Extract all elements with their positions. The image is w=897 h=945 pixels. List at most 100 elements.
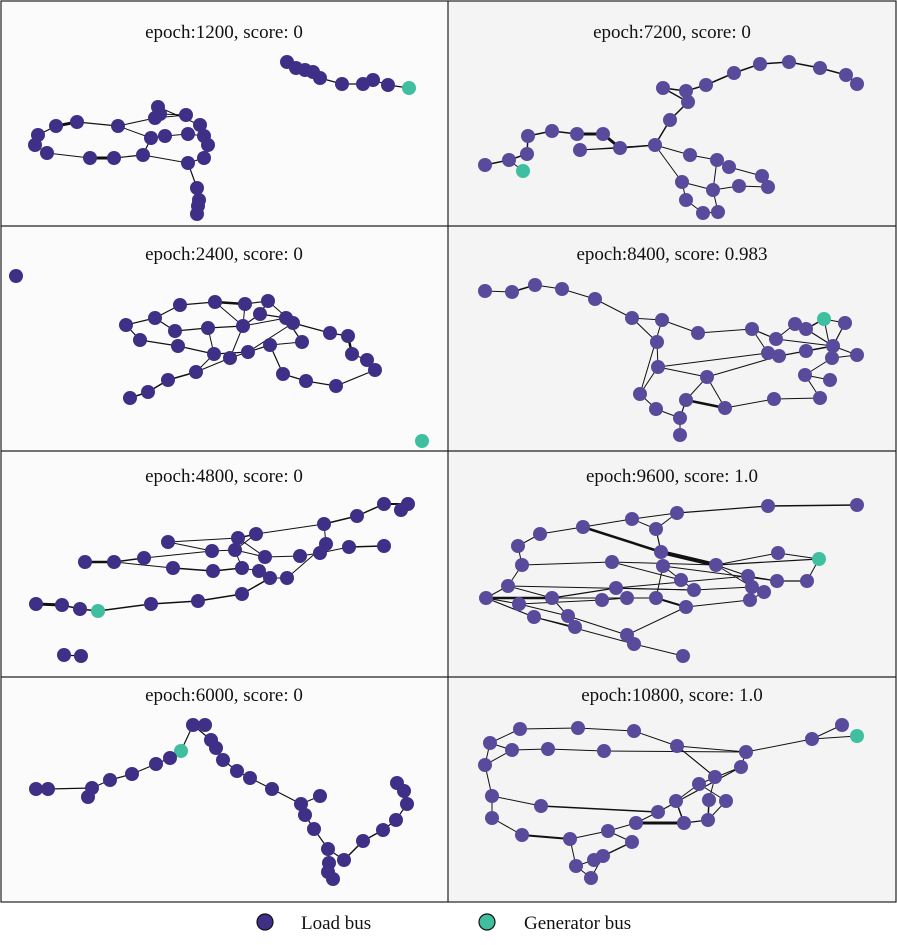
load-bus-node [243, 771, 257, 785]
graph-drawings [9, 55, 864, 886]
load-bus-node [40, 146, 54, 160]
panel-graph-3 [9, 269, 429, 448]
edge [633, 643, 684, 657]
load-bus-node [541, 742, 555, 756]
edge [539, 526, 584, 535]
load-bus-node [236, 319, 250, 333]
load-bus-node [163, 751, 177, 765]
load-bus-node [241, 345, 255, 359]
edge [676, 505, 769, 514]
load-bus-node [158, 129, 172, 143]
load-bus-node [687, 583, 701, 597]
load-bus-node [788, 317, 802, 331]
load-bus-node [620, 591, 634, 605]
load-bus-node [313, 546, 327, 560]
load-bus-node [483, 736, 497, 750]
load-bus-node [263, 338, 277, 352]
load-bus-node [650, 335, 664, 349]
load-bus-node [29, 782, 43, 796]
panel-title-4: epoch:8400, score: 0.983 [576, 244, 767, 265]
load-bus-node [125, 767, 139, 781]
load-bus-node [191, 594, 205, 608]
load-bus-node [144, 131, 158, 145]
load-bus-node [478, 158, 492, 172]
load-bus-node [649, 591, 663, 605]
load-bus-node [209, 741, 223, 755]
load-bus-node [70, 115, 84, 129]
edge [631, 512, 678, 520]
load-bus-node [761, 180, 775, 194]
load-bus-node [107, 555, 121, 569]
load-bus-node [627, 724, 641, 738]
load-bus-node [798, 368, 812, 382]
load-bus-node [727, 66, 741, 80]
edge [697, 328, 753, 334]
load-bus-node [201, 138, 215, 152]
load-bus-node [555, 282, 569, 296]
load-bus-node [576, 520, 590, 534]
load-bus-node [478, 284, 492, 298]
load-bus-node [356, 834, 370, 848]
load-bus-node [569, 859, 583, 873]
edge [767, 504, 858, 507]
load-bus-node [718, 401, 732, 415]
load-bus-node [655, 313, 669, 327]
edge [685, 599, 751, 608]
load-bus-node [148, 311, 162, 325]
load-bus-node [625, 512, 639, 526]
panel-bg-1 [1, 1, 448, 226]
edge [46, 152, 91, 159]
edge [518, 603, 569, 617]
load-bus-node [258, 550, 272, 564]
load-bus-node [216, 753, 230, 767]
load-bus-node [261, 294, 275, 308]
load-bus-node [745, 580, 759, 594]
load-bus-node [649, 402, 663, 416]
load-bus-node [161, 535, 175, 549]
load-bus-node [613, 141, 627, 155]
edge [518, 599, 603, 605]
edge [626, 606, 687, 636]
load-bus-node [485, 811, 499, 825]
edge [547, 748, 605, 752]
load-bus-node [679, 193, 693, 207]
load-bus-node [317, 517, 331, 531]
load-bus-node [850, 77, 864, 91]
load-bus-node [813, 391, 827, 405]
load-bus-node [533, 527, 547, 541]
load-bus-node [299, 374, 313, 388]
load-bus-node [197, 151, 211, 165]
load-bus-node [649, 522, 663, 536]
legend-load-bus-marker [256, 913, 274, 931]
load-bus-node [743, 593, 757, 607]
edge [662, 565, 778, 582]
edge [167, 537, 239, 543]
panel-grid [0, 0, 897, 903]
load-bus-node [571, 721, 585, 735]
generator-bus-node [415, 434, 429, 448]
load-bus-node [502, 153, 516, 167]
edge [491, 795, 542, 807]
load-bus-node [513, 722, 527, 736]
load-bus-node [228, 543, 242, 557]
edge [167, 541, 213, 552]
load-bus-node [501, 579, 515, 593]
edge [724, 398, 775, 409]
load-bus-node [800, 574, 814, 588]
generator-bus-node [174, 744, 188, 758]
load-bus-node [252, 564, 266, 578]
load-bus-node [596, 127, 610, 141]
load-bus-node [350, 509, 364, 523]
load-bus-node [683, 148, 697, 162]
load-bus-node [677, 816, 691, 830]
load-bus-node [838, 316, 852, 330]
load-bus-node [673, 411, 687, 425]
load-bus-node [710, 153, 724, 167]
panel-graph-7 [29, 718, 414, 886]
edge [255, 523, 325, 535]
load-bus-node [521, 129, 535, 143]
load-bus-node [377, 497, 391, 511]
load-bus-node [587, 853, 601, 867]
load-bus-node [148, 111, 162, 125]
edge [577, 727, 635, 732]
